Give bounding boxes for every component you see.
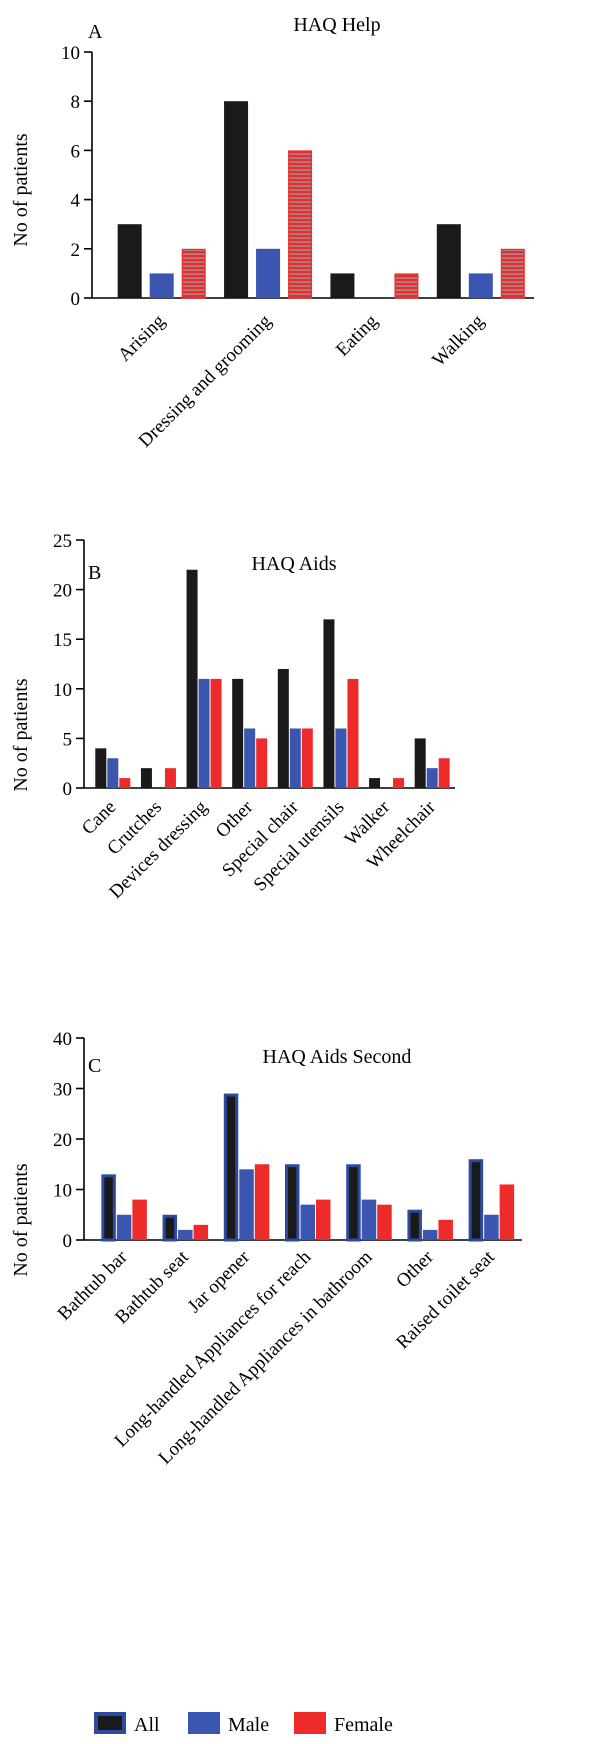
bar-all-devices-dressing [186,569,198,788]
panel-c-y-tick-label: 30 [53,1080,72,1101]
panel-a-category-label: Eating [332,310,382,360]
panel-b-y-axis-label: No of patients [10,678,32,792]
bar-all-long-handled-appliances-in-bathroom [346,1164,361,1242]
legend-swatch-female [294,1712,326,1734]
bar-male-dressing-and-grooming [256,248,281,298]
bar-male-other [422,1229,438,1240]
bar-male-long-handled-appliances-in-bathroom [361,1199,377,1240]
bar-all-other [232,678,244,788]
bar-female-walker [393,778,405,788]
panel-a-y-tick-label: 8 [71,92,81,113]
bar-male-jar-opener [239,1169,254,1240]
bar-female-other [256,738,268,788]
bar-all-walker [369,778,381,788]
bar-all-cane [95,748,107,788]
panel-a-y-tick-label: 10 [61,43,80,64]
bar-female-long-handled-appliances-for-reach [316,1199,331,1240]
panel-c-y-tick-label: 40 [53,1029,72,1050]
panel-c-title: HAQ Aids Second [263,1046,412,1068]
panel-c-category-label: Other [392,1246,438,1292]
legend-swatch-all [94,1712,126,1734]
bar-all-dressing-and-grooming [224,101,249,298]
bar-female-long-handled-appliances-in-bathroom [377,1204,392,1240]
panel-a-category-label: Walking [428,310,488,370]
panel-b-y-tick-label: 25 [53,531,72,552]
bar-female-walking [500,248,525,299]
bar-male-walking [468,273,493,298]
panel-b-letter: B [88,562,101,584]
bar-male-long-handled-appliances-for-reach [300,1204,315,1240]
bar-female-raised-toilet-seat [499,1184,515,1240]
bar-all-jar-opener [223,1093,239,1242]
bar-female-dressing-and-grooming [288,150,313,299]
bar-male-bathtub-seat [178,1229,193,1240]
panel-a-title: HAQ Help [293,14,380,36]
bar-all-walking [436,224,461,298]
panel-c-y-axis-label: No of patients [10,1163,32,1277]
panel-a-y-tick-label: 0 [71,289,81,310]
panel-c-y-tick-label: 0 [63,1231,73,1252]
bar-all-bathtub-bar [101,1174,116,1242]
panel-a-y-tick-label: 2 [71,240,81,261]
panel-a-y-axis-label: No of patients [10,133,32,247]
bar-male-wheelchair [426,768,438,788]
panel-c-letter: C [88,1055,101,1077]
panel-b-y-tick-label: 10 [53,680,72,701]
chart-panel-a: A HAQ Help No of patients 0 2 4 6 8 10 Arising… [10,14,534,452]
bar-male-special-utensils [335,728,347,788]
bar-all-crutches [140,768,152,788]
bar-male-arising [149,273,174,298]
bar-female-special-utensils [347,678,359,788]
panel-a-y-tick-label: 4 [71,191,81,212]
bar-male-special-chair [289,728,301,788]
panel-a-y-tick-label: 6 [71,141,81,162]
legend-swatch-male [188,1712,220,1734]
panel-a-category-label: Arising [114,310,170,366]
legend-label-all: All [134,1714,160,1736]
bar-female-devices-dressing [210,678,222,788]
bar-female-jar-opener [254,1164,270,1240]
bar-all-special-utensils [323,619,335,788]
chart-panel-b: B HAQ Aids No of patients 0510152025Cane… [10,531,455,903]
bar-female-wheelchair [438,758,450,788]
bar-male-other [244,728,256,788]
panel-b-y-tick-label: 20 [53,581,72,602]
bar-all-other [407,1209,422,1242]
bar-female-bathtub-bar [132,1199,147,1240]
legend: All Male Female [94,1712,393,1736]
panel-b-y-tick-label: 15 [53,630,72,651]
panel-c-y-tick-label: 20 [53,1130,72,1151]
bar-female-cane [119,778,131,788]
bar-all-wheelchair [414,738,426,788]
legend-label-male: Male [228,1714,269,1736]
bar-all-raised-toilet-seat [468,1159,484,1242]
bar-all-long-handled-appliances-for-reach [285,1164,300,1242]
panel-c-y-tick-label: 10 [53,1181,72,1202]
bar-all-bathtub-seat [162,1214,178,1242]
bar-female-arising [181,248,206,299]
panel-c-category-label: Long-handled Appliances in bathroom [155,1247,377,1469]
bar-female-eating [394,273,419,299]
bar-female-special-chair [301,728,313,788]
bar-female-other [438,1219,453,1240]
bar-male-raised-toilet-seat [484,1214,499,1240]
bar-all-special-chair [277,668,289,788]
bar-all-arising [117,224,142,298]
bar-male-devices-dressing [198,678,210,788]
bar-male-cane [107,758,119,788]
bar-female-bathtub-seat [193,1224,209,1240]
panel-b-title: HAQ Aids [251,553,336,575]
chart-panel-c: C HAQ Aids Second No of patients 0 10 20 30… [10,1029,522,1469]
bar-male-bathtub-bar [116,1214,132,1240]
panel-b-y-tick-label: 5 [63,729,73,750]
panel-b-y-tick-label: 0 [63,779,73,800]
bar-female-crutches [164,768,176,788]
bar-all-eating [330,273,355,298]
panel-a-letter: A [88,21,103,43]
legend-label-female: Female [334,1714,393,1736]
